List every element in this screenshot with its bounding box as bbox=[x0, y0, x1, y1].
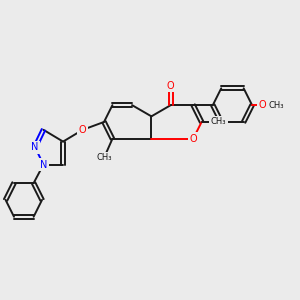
Text: O: O bbox=[189, 134, 197, 144]
Text: CH₃: CH₃ bbox=[96, 153, 112, 162]
Text: CH₃: CH₃ bbox=[268, 100, 284, 109]
Text: O: O bbox=[258, 100, 266, 110]
Text: O: O bbox=[79, 125, 86, 135]
Text: O: O bbox=[167, 80, 175, 91]
Text: N: N bbox=[31, 142, 39, 152]
Text: CH₃: CH₃ bbox=[211, 118, 226, 127]
Text: N: N bbox=[40, 160, 47, 170]
